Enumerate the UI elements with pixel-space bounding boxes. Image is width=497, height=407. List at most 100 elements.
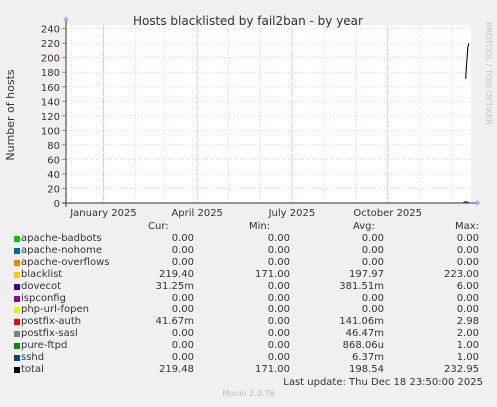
legend-value-cur: 31.25m bbox=[155, 280, 194, 292]
legend-name: blacklist bbox=[21, 268, 63, 280]
y-tick-label: 140 bbox=[41, 97, 60, 108]
legend-swatch bbox=[14, 319, 20, 326]
legend-swatch bbox=[14, 236, 20, 242]
legend-value-cur: 0.00 bbox=[171, 304, 194, 316]
y-tick-label: 100 bbox=[41, 126, 60, 137]
legend-value-max: 223.00 bbox=[444, 268, 479, 280]
y-tick-label: 20 bbox=[47, 184, 60, 195]
x-tick-label: April 2025 bbox=[171, 208, 222, 219]
legend-value-avg: 197.97 bbox=[349, 268, 384, 280]
legend-name: sshd bbox=[21, 352, 45, 363]
legend-value-cur: 0.00 bbox=[171, 292, 194, 304]
legend-name: pure-ftpd bbox=[21, 340, 68, 352]
legend-value-cur: 0.00 bbox=[171, 328, 194, 340]
y-tick-label: 200 bbox=[41, 54, 60, 65]
y-tick-label: 40 bbox=[47, 170, 60, 181]
y-axis-arrow bbox=[63, 16, 69, 21]
legend-row: ispconfig 0.00 0.00 0.00 0.00 bbox=[0, 293, 497, 305]
munin-version: Munin 2.0.76 bbox=[222, 389, 275, 398]
legend-value-max: 2.98 bbox=[456, 316, 479, 328]
x-tick-label: July 2025 bbox=[268, 208, 316, 219]
legend-value-max: 0.00 bbox=[456, 304, 479, 316]
legend-swatch bbox=[14, 247, 20, 254]
rrdtool-watermark-text: RRDTOOL / TOBI OETIKER bbox=[484, 22, 493, 125]
series-line-total bbox=[465, 43, 470, 79]
y-axis-label: Number of hosts bbox=[4, 69, 17, 161]
legend-value-max: 1.00 bbox=[456, 340, 479, 352]
legend-value-min: 0.00 bbox=[267, 340, 290, 352]
legend-name: postfix-sasl bbox=[21, 328, 78, 340]
legend-value-max: 2.00 bbox=[456, 328, 479, 340]
legend-value-avg: 0.00 bbox=[361, 233, 384, 244]
legend-value-avg: 0.00 bbox=[361, 256, 384, 268]
legend-header-max: Max: bbox=[455, 221, 480, 232]
x-axis-arrow bbox=[476, 200, 481, 206]
legend-value-max: 0.00 bbox=[456, 233, 479, 244]
legend-value-min: 171.00 bbox=[255, 363, 290, 375]
legend-swatch bbox=[14, 307, 20, 314]
legend-value-max: 0.00 bbox=[456, 244, 479, 256]
legend-value-avg: 198.54 bbox=[349, 363, 384, 375]
legend-value-avg: 46.47m bbox=[345, 328, 384, 340]
legend-name: dovecot bbox=[21, 280, 62, 292]
y-tick-label: 220 bbox=[41, 39, 60, 50]
legend-value-cur: 0.00 bbox=[171, 352, 194, 363]
x-tick-label: January 2025 bbox=[69, 208, 137, 219]
y-tick-label: 60 bbox=[47, 155, 60, 166]
legend-value-cur: 219.48 bbox=[159, 363, 194, 375]
legend-swatch bbox=[14, 343, 20, 350]
legend-swatch bbox=[14, 355, 20, 361]
legend-value-min: 0.00 bbox=[267, 292, 290, 304]
legend-value-avg: 6.37m bbox=[351, 352, 384, 363]
legend-value-max: 0.00 bbox=[456, 292, 479, 304]
legend-header-avg: Avg: bbox=[353, 221, 375, 232]
legend-value-min: 0.00 bbox=[267, 244, 290, 256]
legend-name: php-url-fopen bbox=[21, 304, 89, 316]
legend-value-cur: 0.00 bbox=[171, 340, 194, 352]
legend-row: postfix-sasl 0.00 0.00 46.47m 2.00 bbox=[0, 328, 497, 340]
legend-value-min: 0.00 bbox=[267, 304, 290, 316]
legend-value-avg: 381.51m bbox=[339, 280, 384, 292]
legend-value-max: 0.00 bbox=[456, 256, 479, 268]
legend-name: apache-nohome bbox=[21, 244, 103, 256]
legend-value-min: 0.00 bbox=[267, 256, 290, 268]
legend-name: total bbox=[21, 363, 44, 375]
legend-value-max: 6.00 bbox=[456, 280, 479, 292]
y-tick-label: 0 bbox=[54, 199, 60, 210]
legend-value-cur: 0.00 bbox=[171, 233, 194, 244]
legend-row: php-url-fopen 0.00 0.00 0.00 0.00 bbox=[0, 304, 497, 316]
legend-header-cur: Cur: bbox=[148, 221, 169, 232]
y-axis-ticks: 0 20 40 60 80 100 120 140 160 180 200 220 240 bbox=[41, 25, 66, 210]
legend-swatch bbox=[14, 271, 20, 278]
legend-value-cur: 41.67m bbox=[155, 316, 194, 328]
legend-value-cur: 219.40 bbox=[159, 268, 194, 280]
legend-name: apache-overflows bbox=[21, 256, 110, 268]
legend-value-avg: 0.00 bbox=[361, 292, 384, 304]
legend-row: total 219.48 171.00 198.54 232.95 bbox=[0, 364, 497, 376]
y-tick-label: 240 bbox=[41, 25, 60, 36]
legend-swatch bbox=[14, 295, 20, 302]
y-tick-label: 120 bbox=[41, 112, 60, 123]
legend-swatch bbox=[14, 331, 20, 338]
legend-value-max: 232.95 bbox=[444, 363, 479, 375]
legend-name: apache-badbots bbox=[21, 233, 102, 244]
legend-value-avg: 141.06m bbox=[339, 316, 384, 328]
legend-name: ispconfig bbox=[21, 292, 66, 304]
chart-title: Hosts blacklisted by fail2ban - by year bbox=[133, 14, 363, 28]
legend-value-min: 0.00 bbox=[267, 328, 290, 340]
y-tick-label: 180 bbox=[41, 68, 60, 79]
legend-swatch bbox=[14, 366, 20, 373]
x-axis-ticks: January 2025 April 2025 July 2025 October 2… bbox=[69, 25, 422, 219]
legend-row: dovecot 31.25m 0.00 381.51m 6.00 bbox=[0, 281, 497, 293]
legend-value-max: 1.00 bbox=[456, 352, 479, 363]
legend-header-min: Min: bbox=[249, 221, 271, 232]
x-tick-label: October 2025 bbox=[353, 208, 422, 219]
legend-value-avg: 0.00 bbox=[361, 244, 384, 256]
plot-area bbox=[66, 25, 471, 203]
legend-row: blacklist 219.40 171.00 197.97 223.00 bbox=[0, 269, 497, 281]
legend-row: apache-badbots 0.00 0.00 0.00 0.00 bbox=[0, 233, 497, 245]
y-tick-label: 80 bbox=[47, 141, 60, 152]
legend-swatch bbox=[14, 283, 20, 290]
legend-value-min: 0.00 bbox=[267, 280, 290, 292]
